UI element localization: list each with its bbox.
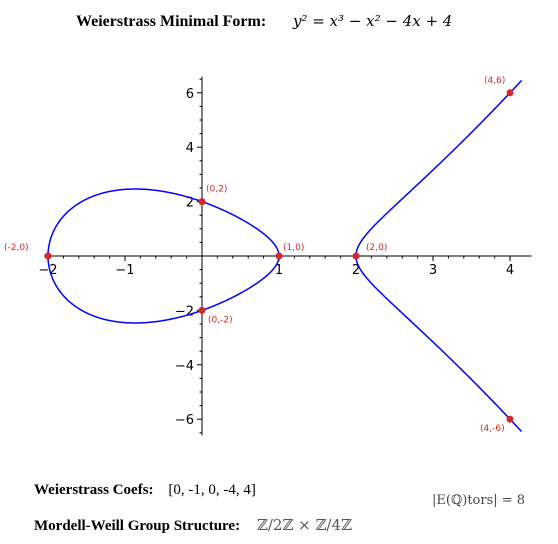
coefs-label: Weierstrass Coefs: [34, 482, 154, 498]
x-tick-label: −1 [115, 263, 134, 278]
x-tick-label: −2 [38, 263, 57, 278]
rational-point [506, 89, 514, 97]
coefs-value: [0, -1, 0, -4, 4] [168, 482, 256, 498]
point-label: (4,6) [484, 76, 505, 86]
point-label: (-2,0) [4, 243, 29, 253]
point-label: (1,0) [283, 243, 304, 253]
elliptic-curve-plot: −2 −1 1 2 3 4 −6 −4 −2 2 4 6 (-2,0) (0,2) (0,-2) (1,0) (… [4, 76, 532, 436]
point-label: (0,2) [206, 185, 227, 195]
weierstrass-coefs: Weierstrass Coefs: [0, -1, 0, -4, 4] [34, 480, 256, 499]
y-tick-label: 4 [186, 141, 194, 156]
point-label: (0,-2) [208, 315, 233, 325]
mordell-weil-structure: Mordell-Weill Group Structure: ℤ/2ℤ × ℤ/… [34, 516, 352, 535]
y-tick-label: −2 [175, 304, 194, 319]
title-label: Weierstrass Minimal Form: [76, 13, 267, 30]
x-tick-label: 1 [275, 263, 283, 278]
title-equation: y² = x³ − x² − 4x + 4 [292, 12, 453, 30]
y-tick-label: 6 [186, 87, 194, 102]
x-tick-label: 4 [506, 263, 514, 278]
rational-point [506, 415, 514, 423]
mw-value: ℤ/2ℤ × ℤ/4ℤ [256, 516, 352, 534]
rational-point [198, 198, 206, 206]
x-tick-label: 3 [429, 263, 437, 278]
x-tick-label: 2 [352, 263, 360, 278]
mw-label: Mordell-Weill Group Structure: [34, 518, 241, 534]
rational-point [275, 252, 283, 260]
point-label: (4,-6) [480, 424, 505, 434]
torsion-order: |E(ℚ)tors| = 8 [432, 493, 526, 508]
rational-point [44, 252, 52, 260]
rational-point [198, 306, 206, 314]
point-label: (2,0) [366, 243, 387, 253]
y-tick-label: −4 [175, 359, 194, 374]
y-tick-label: −6 [175, 413, 194, 428]
rational-point [352, 252, 360, 260]
page-title: Weierstrass Minimal Form: y² = x³ − x² −… [76, 12, 452, 31]
y-tick-label: 2 [186, 196, 194, 211]
